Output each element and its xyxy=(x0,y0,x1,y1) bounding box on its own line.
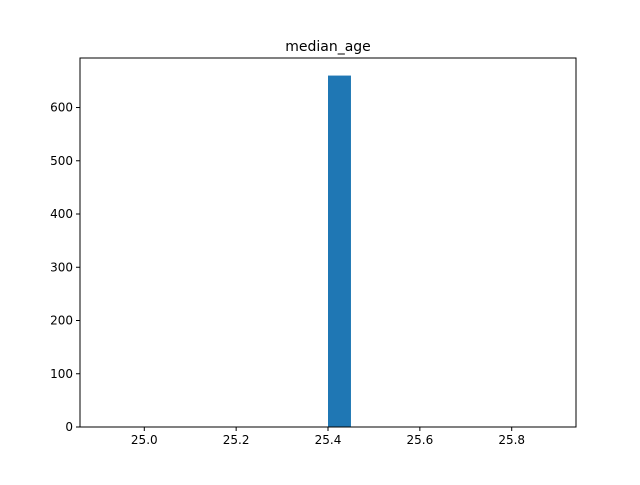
y-tick-label: 300 xyxy=(50,260,73,274)
bars-layer xyxy=(328,75,351,428)
y-tick-label: 100 xyxy=(50,367,73,381)
plot-frame xyxy=(79,57,577,428)
y-tick-label: 500 xyxy=(50,154,73,168)
x-tick-label: 25.2 xyxy=(223,433,250,447)
y-tick-label: 200 xyxy=(50,314,73,328)
chart-title: median_age xyxy=(285,39,371,55)
x-tick-label: 25.0 xyxy=(131,433,158,447)
y-tick-label: 600 xyxy=(50,101,73,115)
y-tick-label: 400 xyxy=(50,207,73,221)
x-tick-label: 25.6 xyxy=(406,433,433,447)
histogram-bar xyxy=(328,75,351,428)
axes-layer: 25.0 25.2 25.4 25.6 25.8 0 100 200 300 400 500 600 xyxy=(50,101,525,447)
x-tick-label: 25.4 xyxy=(315,433,342,447)
x-tick-label: 25.8 xyxy=(498,433,525,447)
y-tick-label: 0 xyxy=(65,420,73,434)
